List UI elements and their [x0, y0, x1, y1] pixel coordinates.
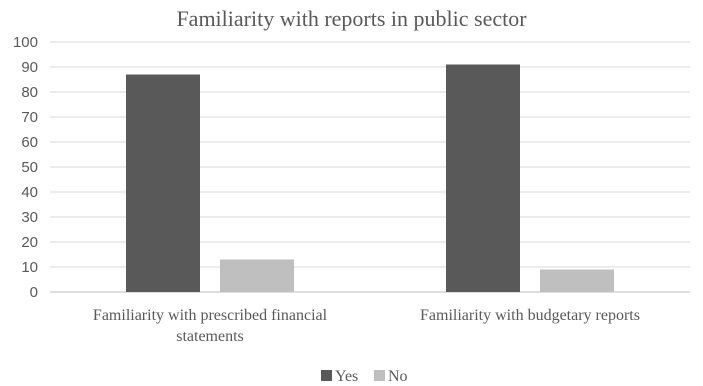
- legend-swatch-yes: [321, 370, 332, 381]
- bar-yes-1: [126, 74, 200, 292]
- y-tick-label: 0: [30, 284, 38, 301]
- y-tick-label: 70: [21, 109, 38, 126]
- bars: [126, 64, 614, 292]
- legend: Yes No: [321, 368, 408, 385]
- y-tick-label: 20: [21, 234, 38, 251]
- category-label: Familiarity with prescribed financial: [93, 307, 328, 324]
- bar-yes-2: [446, 64, 520, 292]
- legend-label-no: No: [388, 368, 408, 385]
- legend-swatch-no: [374, 370, 385, 381]
- y-tick-label: 60: [21, 134, 38, 151]
- x-axis: Familiarity with prescribed financial sta…: [93, 307, 640, 345]
- bar-no-1: [220, 259, 294, 292]
- y-axis: 0 10 20 30 40 50 60 70 80 90 100: [13, 34, 38, 301]
- chart-title: Familiarity with reports in public secto…: [176, 6, 527, 31]
- y-tick-label: 80: [21, 84, 38, 101]
- y-tick-label: 30: [21, 209, 38, 226]
- y-tick-label: 90: [21, 59, 38, 76]
- legend-label-yes: Yes: [335, 368, 358, 385]
- y-tick-label: 40: [21, 184, 38, 201]
- category-label: statements: [176, 328, 244, 345]
- bar-no-2: [540, 269, 614, 292]
- y-tick-label: 50: [21, 159, 38, 176]
- y-tick-label: 100: [13, 34, 38, 51]
- category-label: Familiarity with budgetary reports: [420, 307, 640, 324]
- y-tick-label: 10: [21, 259, 38, 276]
